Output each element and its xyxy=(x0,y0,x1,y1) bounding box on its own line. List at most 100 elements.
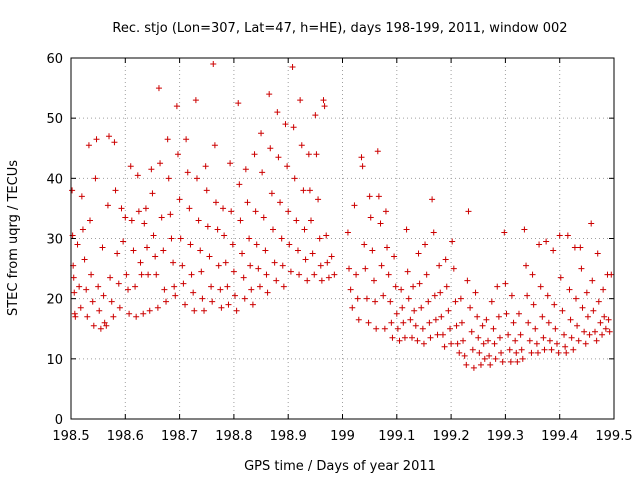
data-point xyxy=(513,350,519,356)
data-point xyxy=(120,239,126,245)
data-point xyxy=(140,311,146,317)
x-tick-labels: 198.5 198.6 198.7 198.8 198.9 199 199.1 199.2 19… xyxy=(52,429,632,444)
data-point xyxy=(565,232,571,238)
data-point xyxy=(599,332,605,338)
data-point xyxy=(583,341,589,347)
data-point xyxy=(558,275,564,281)
data-point xyxy=(94,136,100,142)
data-point xyxy=(500,359,506,365)
data-point xyxy=(519,347,525,353)
data-point xyxy=(361,242,367,248)
data-point xyxy=(157,160,163,166)
x-tick-label: 198.7 xyxy=(161,429,198,444)
data-point xyxy=(281,284,287,290)
data-point xyxy=(532,326,538,332)
data-point xyxy=(568,317,574,323)
data-point xyxy=(90,299,96,305)
data-point xyxy=(88,272,94,278)
data-point xyxy=(275,154,281,160)
data-point xyxy=(584,290,590,296)
y-tick-label: 10 xyxy=(46,353,63,368)
data-point xyxy=(170,260,176,266)
data-point xyxy=(375,148,381,154)
data-point xyxy=(414,338,420,344)
data-point xyxy=(345,229,351,235)
data-point xyxy=(501,229,507,235)
data-point xyxy=(263,272,269,278)
data-point xyxy=(135,172,141,178)
data-point xyxy=(123,272,129,278)
data-point xyxy=(473,290,479,296)
data-point xyxy=(193,97,199,103)
data-point xyxy=(523,263,529,269)
data-point xyxy=(199,296,205,302)
data-point xyxy=(182,302,188,308)
data-point xyxy=(369,248,375,254)
data-point xyxy=(570,347,576,353)
data-point xyxy=(72,314,78,320)
data-point xyxy=(505,332,511,338)
data-point xyxy=(277,199,283,205)
data-point xyxy=(480,323,486,329)
data-point xyxy=(545,293,551,299)
x-tick-label: 198.5 xyxy=(52,429,89,444)
data-point xyxy=(91,323,97,329)
data-point xyxy=(364,296,370,302)
data-point xyxy=(549,347,555,353)
data-point xyxy=(566,287,572,293)
data-point xyxy=(167,211,173,217)
data-point xyxy=(394,311,400,317)
data-point xyxy=(530,272,536,278)
data-point xyxy=(474,314,480,320)
data-point xyxy=(126,311,132,317)
data-point xyxy=(355,296,361,302)
data-point xyxy=(284,163,290,169)
data-point xyxy=(114,251,120,257)
data-point xyxy=(562,344,568,350)
data-point xyxy=(574,323,580,329)
data-point xyxy=(323,232,329,238)
data-point xyxy=(293,217,299,223)
data-point xyxy=(351,202,357,208)
data-point xyxy=(185,169,191,175)
data-point xyxy=(98,326,104,332)
data-point xyxy=(186,205,192,211)
data-point xyxy=(550,248,556,254)
data-point xyxy=(482,356,488,362)
data-point xyxy=(422,242,428,248)
data-point xyxy=(492,341,498,347)
data-point xyxy=(255,266,261,272)
data-point xyxy=(534,341,540,347)
data-point xyxy=(160,248,166,254)
data-point xyxy=(75,242,81,248)
data-point xyxy=(483,317,489,323)
data-point xyxy=(179,263,185,269)
data-point xyxy=(348,287,354,293)
data-point xyxy=(360,163,366,169)
x-axis-label: GPS time / Days of year 2011 xyxy=(244,459,436,474)
data-point xyxy=(585,314,591,320)
data-point xyxy=(449,239,455,245)
data-point xyxy=(242,296,248,302)
data-point xyxy=(460,338,466,344)
data-point xyxy=(595,251,601,257)
data-point xyxy=(431,229,437,235)
data-point xyxy=(267,145,273,151)
data-point xyxy=(206,254,212,260)
data-point xyxy=(578,266,584,272)
data-point xyxy=(159,214,165,220)
x-tick-label: 198.6 xyxy=(107,429,144,444)
x-tick-label: 199 xyxy=(330,429,355,444)
data-point xyxy=(411,308,417,314)
data-point xyxy=(559,308,565,314)
data-point xyxy=(125,287,131,293)
data-point xyxy=(594,338,600,344)
data-point xyxy=(528,350,534,356)
data-point xyxy=(166,175,172,181)
data-point xyxy=(535,350,541,356)
data-point xyxy=(471,365,477,371)
data-point xyxy=(174,103,180,109)
data-point xyxy=(288,269,294,275)
data-point xyxy=(194,175,200,181)
data-point xyxy=(503,311,509,317)
